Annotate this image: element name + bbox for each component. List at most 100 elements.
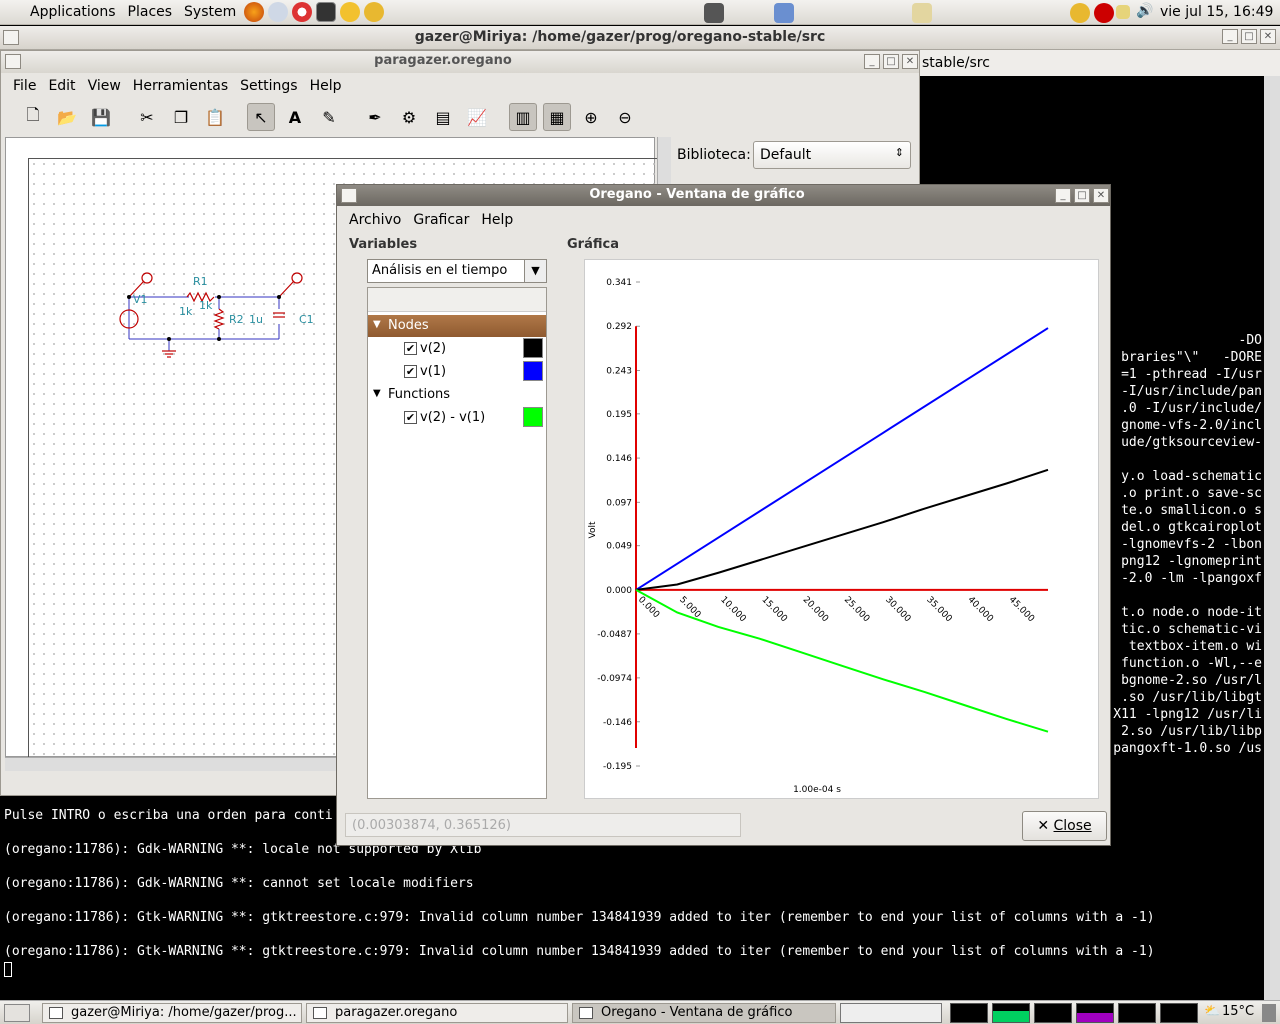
analysis-select[interactable]: Análisis en el tiempo ▼ — [367, 259, 547, 283]
close-plot-button[interactable]: ✕ Close — [1022, 811, 1107, 841]
x-tick-label: 45.000 — [1007, 595, 1037, 625]
smiley-icon[interactable] — [340, 2, 361, 22]
terminal-line: X11 -lpng12 /usr/li — [1113, 707, 1262, 722]
checkbox-v2[interactable]: ✔ — [404, 342, 417, 355]
plot-icon[interactable]: 📈 — [467, 107, 487, 127]
zoom-out-icon[interactable]: ⊖ — [618, 107, 632, 127]
tree-row-v1[interactable]: ✔ v(1) — [368, 361, 546, 383]
terminal-tab[interactable]: stable/src — [918, 50, 1280, 76]
debian-icon[interactable] — [1094, 3, 1114, 23]
clock-app-icon[interactable] — [268, 2, 289, 22]
grid-icon[interactable]: ▦ — [543, 103, 571, 131]
minimize-button[interactable]: _ — [1222, 29, 1238, 44]
close-button[interactable]: ✕ — [1260, 29, 1276, 44]
grafica-label: Gráfica — [567, 237, 619, 252]
applications-menu[interactable]: Applications — [30, 4, 116, 20]
menu-herramientas[interactable]: Herramientas — [132, 78, 229, 94]
menu-edit[interactable]: Edit — [48, 78, 76, 94]
netlist-icon[interactable]: ▤ — [435, 107, 451, 127]
analysis-value: Análisis en el tiempo — [372, 263, 508, 278]
menu-archivo[interactable]: Archivo — [349, 212, 402, 228]
terminal-line: braries"\" -DORE — [1121, 350, 1262, 365]
paste-icon[interactable]: 📋 — [205, 107, 225, 127]
tree-group-nodes[interactable]: ▼ Nodes — [368, 315, 546, 337]
zoom-in-icon[interactable]: ⊕ — [584, 107, 598, 127]
cut-icon[interactable]: ✂ — [140, 107, 154, 127]
terminal-icon[interactable] — [316, 2, 337, 22]
parts-browser-icon[interactable]: ▥ — [509, 103, 537, 131]
label-r2: R2 — [229, 313, 244, 326]
menu-help[interactable]: Help — [309, 78, 342, 94]
menu-view[interactable]: View — [87, 78, 121, 94]
terminal-line: ude/gtksourceview- — [1121, 435, 1262, 450]
system-menu[interactable]: System — [184, 4, 237, 20]
window-menu-button[interactable] — [5, 54, 21, 69]
series-line — [635, 327, 1049, 591]
library-select[interactable]: Default ⇕ — [753, 141, 911, 169]
gnome-icon[interactable] — [364, 2, 385, 22]
weather-icon[interactable]: ⛅ — [1204, 1004, 1221, 1019]
places-menu[interactable]: Places — [127, 4, 173, 20]
help-icon[interactable] — [292, 2, 313, 22]
tree-header — [368, 288, 546, 312]
expander-icon[interactable]: ▼ — [373, 388, 381, 399]
clock[interactable]: vie jul 15, 16:49 — [1160, 4, 1274, 20]
wire-pencil-icon[interactable]: ✎ — [322, 107, 336, 127]
menu-file[interactable]: File — [13, 78, 37, 94]
checkbox-v2-minus-v1[interactable]: ✔ — [404, 411, 417, 424]
maximize-button[interactable]: □ — [883, 54, 899, 69]
brightness-icon[interactable] — [1116, 5, 1130, 19]
tree-row-v2[interactable]: ✔ v(2) — [368, 338, 546, 360]
terminal-line: tic.o schematic-vi — [1121, 622, 1262, 637]
user-icon[interactable] — [1070, 3, 1090, 23]
main-titlebar: paragazer.oregano _ □ ✕ — [1, 51, 919, 73]
network-icon[interactable] — [774, 3, 794, 23]
terminal-line: .0 -I/usr/include/ — [1121, 401, 1262, 416]
task-oregano-main[interactable]: paragazer.oregano — [306, 1003, 568, 1023]
minimize-button[interactable]: _ — [1055, 188, 1071, 203]
terminal-right-output: -DO braries"\" -DORE =1 -pthread -I/usr -I/… — [1112, 333, 1262, 763]
menu-graficar[interactable]: Graficar — [413, 212, 470, 228]
main-menubar: File Edit View Herramientas Settings Hel… — [1, 73, 919, 99]
save-icon[interactable]: 💾 — [91, 107, 111, 127]
terminal-cursor — [4, 962, 12, 977]
terminal-scrollbar[interactable] — [1264, 76, 1280, 1000]
tree-group-functions[interactable]: ▼ Functions — [368, 384, 546, 406]
close-button[interactable]: ✕ — [902, 54, 918, 69]
clipboard-icon[interactable] — [912, 3, 932, 23]
plot-area[interactable]: 0.341 0.292 0.243 0.195 0.146 0.097 0.049 0.000… — [584, 259, 1099, 799]
maximize-button[interactable]: □ — [1074, 188, 1090, 203]
task-plot-window[interactable]: Oregano - Ventana de gráfico — [572, 1003, 836, 1023]
tree-row-v2-minus-v1[interactable]: ✔ v(2) - v(1) — [368, 407, 546, 429]
x-tick-label: 15.000 — [759, 595, 789, 625]
volume-icon[interactable]: 🔊 — [1136, 3, 1154, 19]
chevron-down-icon[interactable]: ▼ — [524, 260, 546, 282]
menu-settings[interactable]: Settings — [240, 78, 298, 94]
workspace-switcher[interactable] — [840, 1003, 942, 1023]
close-button[interactable]: ✕ — [1093, 188, 1109, 203]
window-menu-button[interactable] — [3, 30, 19, 45]
window-menu-button[interactable] — [341, 188, 357, 203]
open-folder-icon[interactable]: 📂 — [57, 107, 77, 127]
probe-icon[interactable]: ✒ — [368, 107, 382, 127]
menu-help[interactable]: Help — [481, 212, 514, 228]
terminal-titlebar: gazer@Miriya: /home/gazer/prog/oregano-s… — [0, 26, 1280, 50]
simulate-gears-icon[interactable]: ⚙ — [401, 107, 417, 127]
maximize-button[interactable]: □ — [1241, 29, 1257, 44]
copy-icon[interactable]: ❐ — [173, 107, 189, 127]
show-desktop-icon[interactable] — [4, 1004, 30, 1022]
temperature[interactable]: 15°C — [1222, 1004, 1255, 1019]
minimize-button[interactable]: _ — [864, 54, 880, 69]
camera-icon[interactable] — [704, 3, 724, 23]
select-arrow-icon[interactable]: ↖ — [247, 103, 275, 131]
new-file-icon[interactable]: 🗋 — [26, 104, 40, 124]
checkbox-v1[interactable]: ✔ — [404, 365, 417, 378]
trash-icon[interactable] — [1262, 1004, 1276, 1022]
expander-icon[interactable]: ▼ — [373, 319, 381, 330]
top-panel: Applications Places System 🔊 vie jul 15,… — [0, 0, 1280, 25]
text-tool-icon[interactable]: A — [288, 107, 302, 127]
terminal-line: del.o gtkcairoplot — [1121, 520, 1262, 535]
schematic-circuit — [119, 272, 303, 358]
task-terminal[interactable]: gazer@Miriya: /home/gazer/prog... — [42, 1003, 302, 1023]
firefox-icon[interactable] — [244, 2, 265, 22]
